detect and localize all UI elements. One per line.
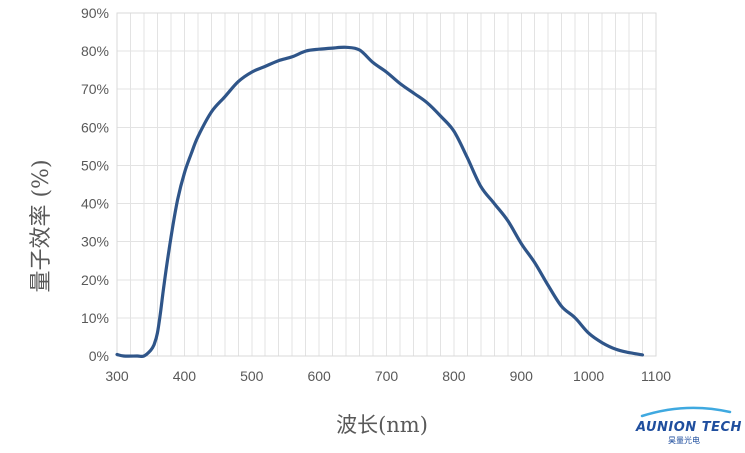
x-axis-ticks: 300 400 500 600 700 800 900 1000 1100 bbox=[105, 368, 671, 384]
y-tick-label: 50% bbox=[81, 157, 109, 173]
y-axis-title: 量子效率 (%) bbox=[29, 159, 54, 292]
x-tick-label: 800 bbox=[442, 368, 466, 384]
x-tick-label: 1000 bbox=[573, 368, 604, 384]
x-tick-label: 500 bbox=[240, 368, 264, 384]
aunion-logo: AUNION TECH 昊量光电 bbox=[635, 406, 742, 445]
logo-name: AUNION TECH bbox=[635, 420, 742, 435]
y-tick-label: 20% bbox=[81, 272, 109, 288]
series-group bbox=[115, 45, 645, 359]
x-axis-title: 波长(nm) bbox=[336, 413, 428, 437]
y-tick-label: 70% bbox=[81, 81, 109, 97]
y-axis-ticks: 0% 10% 20% 30% 40% 50% 60% 70% 80% 90% bbox=[81, 5, 109, 364]
qe-series-line bbox=[115, 45, 645, 359]
x-tick-label: 700 bbox=[375, 368, 399, 384]
x-tick-label: 600 bbox=[307, 368, 331, 384]
x-tick-label: 300 bbox=[105, 368, 129, 384]
y-tick-label: 80% bbox=[81, 43, 109, 59]
x-tick-label: 400 bbox=[173, 368, 197, 384]
y-tick-label: 40% bbox=[81, 196, 109, 212]
y-tick-label: 30% bbox=[81, 234, 109, 250]
logo-subtitle: 昊量光电 bbox=[668, 435, 700, 445]
y-tick-label: 0% bbox=[89, 348, 109, 364]
y-tick-label: 10% bbox=[81, 310, 109, 326]
chart-grid bbox=[117, 13, 656, 356]
y-tick-label: 90% bbox=[81, 5, 109, 21]
x-tick-label: 1100 bbox=[641, 368, 671, 384]
plot-frame bbox=[116, 12, 657, 357]
y-tick-label: 60% bbox=[81, 119, 109, 135]
x-tick-label: 900 bbox=[510, 368, 534, 384]
logo-swoosh-icon bbox=[640, 406, 732, 418]
